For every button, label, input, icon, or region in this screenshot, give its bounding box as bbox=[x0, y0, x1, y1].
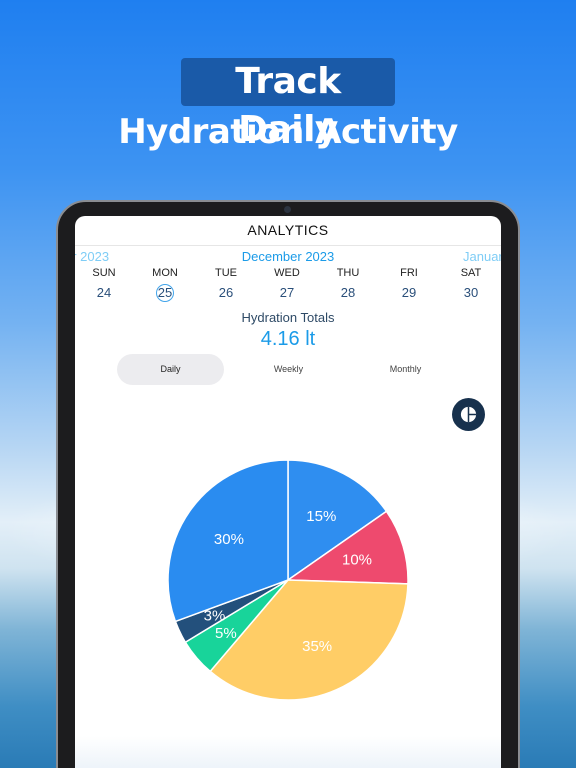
selected-day-number[interactable]: 25 bbox=[156, 284, 174, 302]
screen-bottom-fade bbox=[75, 736, 501, 768]
pie-slice[interactable] bbox=[285, 510, 409, 585]
hydration-totals-label: Hydration Totals bbox=[241, 310, 335, 325]
day-cell[interactable]: MON 25 bbox=[140, 266, 190, 302]
camera-icon bbox=[284, 206, 291, 213]
current-month-label[interactable]: December 2023 bbox=[241, 249, 335, 264]
tab-daily[interactable]: Daily bbox=[117, 354, 224, 385]
headline-highlight bbox=[181, 58, 395, 106]
day-cell[interactable]: THU 28 bbox=[323, 266, 373, 302]
hydration-totals-value: 4.16 lt bbox=[260, 328, 316, 350]
pie-slice-label: 5% bbox=[215, 625, 237, 642]
pie-slice-label: 10% bbox=[342, 552, 372, 569]
day-name: SUN bbox=[92, 267, 116, 279]
promo-subheadline: Hydration Activity bbox=[118, 112, 458, 152]
pie-slice[interactable] bbox=[167, 459, 289, 623]
day-number[interactable]: 24 bbox=[96, 285, 112, 300]
pie-slice[interactable] bbox=[209, 579, 409, 701]
header-divider bbox=[75, 245, 501, 246]
day-name: MON bbox=[152, 267, 178, 279]
promo-headline: Track Daily bbox=[235, 61, 341, 150]
pie-slice-label: 30% bbox=[214, 531, 244, 548]
day-cell[interactable]: FRI 29 bbox=[384, 266, 434, 302]
day-number[interactable]: 30 bbox=[463, 285, 479, 300]
day-name: TUE bbox=[215, 267, 237, 279]
day-number[interactable]: 28 bbox=[340, 285, 356, 300]
day-name: THU bbox=[336, 267, 360, 279]
chart-type-toggle-button[interactable] bbox=[452, 398, 485, 431]
pie-slice-label: 35% bbox=[302, 638, 332, 655]
previous-month-label[interactable]: er 2023 bbox=[75, 249, 110, 264]
day-cell[interactable]: TUE 26 bbox=[201, 266, 251, 302]
tab-monthly[interactable]: Monthly bbox=[389, 364, 422, 374]
day-cell[interactable]: SUN 24 bbox=[79, 266, 129, 302]
pie-slice[interactable] bbox=[287, 459, 388, 582]
day-number[interactable]: 29 bbox=[401, 285, 417, 300]
day-number[interactable]: 27 bbox=[279, 285, 295, 300]
day-number[interactable]: 26 bbox=[218, 285, 234, 300]
page-title: ANALYTICS bbox=[247, 222, 329, 238]
day-name: SAT bbox=[460, 267, 482, 279]
day-cell[interactable]: SAT 30 bbox=[446, 266, 496, 302]
pie-slice-label: 3% bbox=[204, 607, 226, 624]
day-name: WED bbox=[274, 267, 300, 279]
day-name: FRI bbox=[400, 267, 418, 279]
next-month-label[interactable]: Januar bbox=[463, 249, 501, 264]
pie-slice-label: 15% bbox=[306, 508, 336, 525]
tab-weekly[interactable]: Weekly bbox=[273, 364, 304, 374]
hydration-pie-chart: 15% 10% 35% 5%3% 30% bbox=[167, 459, 409, 701]
pie-chart-icon bbox=[460, 406, 477, 423]
app-screen: ANALYTICS er 2023 December 2023 Januar S… bbox=[75, 216, 501, 768]
day-cell[interactable]: WED 27 bbox=[262, 266, 312, 302]
